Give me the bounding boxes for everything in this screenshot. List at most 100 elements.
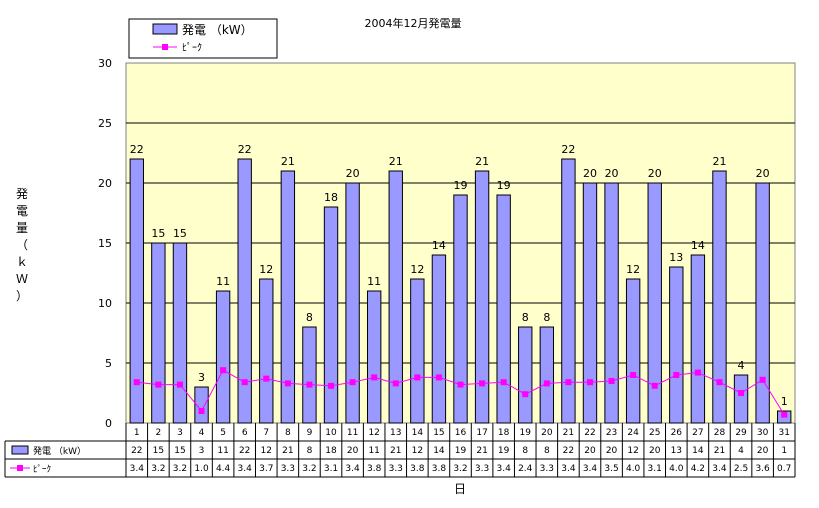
bar-data-label: 22 <box>130 143 144 156</box>
peak-marker <box>435 374 442 381</box>
bar-data-label: 12 <box>259 263 273 276</box>
x-tick-label: 25 <box>649 428 660 438</box>
table-cell-peak: 3.4 <box>130 464 145 474</box>
table-cell-power: 8 <box>522 446 528 456</box>
peak-marker <box>479 380 486 387</box>
x-tick-label: 10 <box>325 428 337 438</box>
peak-marker <box>500 379 507 386</box>
bar <box>431 254 447 424</box>
y-axis-label-char: 量 <box>16 221 28 235</box>
y-tick-label: 30 <box>98 57 112 70</box>
x-tick-label: 15 <box>433 428 444 438</box>
peak-marker <box>651 382 658 389</box>
bar <box>345 182 360 424</box>
table-cell-power: 21 <box>476 446 487 456</box>
table-cell-peak: 3.3 <box>475 464 489 474</box>
peak-marker <box>133 379 140 386</box>
table-cell-peak: 2.5 <box>734 464 748 474</box>
x-tick-label: 26 <box>671 428 683 438</box>
table-cell-peak: 3.2 <box>302 464 316 474</box>
peak-marker <box>349 379 356 386</box>
x-tick-label: 5 <box>220 428 226 438</box>
table-cell-peak: 3.1 <box>324 464 338 474</box>
table-key-marker <box>17 465 23 471</box>
bar <box>323 206 339 424</box>
bar <box>755 182 770 424</box>
peak-marker <box>738 390 745 396</box>
peak-marker <box>586 379 593 386</box>
peak-marker <box>371 374 378 381</box>
bar-data-label: 21 <box>712 155 726 168</box>
bar <box>151 242 166 424</box>
peak-marker <box>155 381 162 388</box>
table-cell-peak: 3.2 <box>151 464 165 474</box>
peak-marker <box>328 382 335 389</box>
bar-data-label: 22 <box>561 143 575 156</box>
bar <box>129 158 144 424</box>
chart-title: 2004年12月発電量 <box>365 16 462 30</box>
table-cell-power: 12 <box>261 446 272 456</box>
table-cell-power: 3 <box>199 446 205 456</box>
table-cell-peak: 3.3 <box>281 464 295 474</box>
table-cell-power: 19 <box>498 446 510 456</box>
table-cell-power: 15 <box>153 446 164 456</box>
bar <box>410 278 425 424</box>
peak-marker <box>565 379 572 386</box>
peak-marker <box>392 380 399 387</box>
bar-data-label: 8 <box>522 311 529 324</box>
bar-data-label: 14 <box>432 239 446 252</box>
table-cell-power: 18 <box>325 446 337 456</box>
table-header-power: 発電 （kW） <box>33 445 86 457</box>
table-cell-peak: 3.8 <box>367 464 382 474</box>
x-tick-label: 17 <box>476 428 487 438</box>
bar <box>712 170 727 424</box>
bar-data-label: 13 <box>669 251 683 264</box>
bar-data-label: 14 <box>691 239 705 252</box>
peak-marker <box>630 372 637 378</box>
bar <box>302 326 317 424</box>
table-cell-power: 21 <box>714 446 725 456</box>
x-axis-label: 日 <box>454 482 466 496</box>
x-tick-label: 13 <box>390 428 401 438</box>
x-tick-label: 22 <box>584 428 595 438</box>
bar <box>194 386 209 424</box>
table-cell-power: 12 <box>627 446 638 456</box>
peak-marker <box>608 378 615 384</box>
x-tick-label: 20 <box>541 428 553 438</box>
bar-data-label: 21 <box>281 155 295 168</box>
table-cell-peak: 3.3 <box>540 464 554 474</box>
peak-marker <box>543 380 550 387</box>
x-tick-label: 8 <box>285 428 291 438</box>
peak-marker <box>220 367 227 374</box>
bar <box>518 326 533 424</box>
bar <box>496 194 511 424</box>
x-tick-label: 27 <box>692 428 703 438</box>
x-tick-label: 21 <box>563 428 574 438</box>
table-cell-power: 21 <box>390 446 401 456</box>
bar-data-label: 3 <box>198 371 205 384</box>
bar-data-label: 20 <box>756 167 770 180</box>
table-cell-power: 22 <box>131 446 142 456</box>
bar-data-label: 15 <box>173 227 187 240</box>
peak-marker <box>673 372 680 378</box>
x-tick-label: 4 <box>199 428 205 438</box>
bar-data-label: 18 <box>324 191 338 204</box>
y-tick-label: 20 <box>98 177 112 190</box>
table-cell-peak: 3.4 <box>583 464 598 474</box>
table-cell-power: 20 <box>606 446 618 456</box>
bar <box>625 278 641 424</box>
bar <box>280 170 296 424</box>
bar <box>388 170 403 424</box>
table-cell-peak: 3.8 <box>432 464 447 474</box>
table-cell-power: 8 <box>544 446 550 456</box>
bar-data-label: 15 <box>151 227 165 240</box>
table-cell-peak: 3.7 <box>259 464 273 474</box>
peak-marker <box>306 381 313 388</box>
y-axis-label-char: ） <box>16 289 28 303</box>
x-tick-label: 11 <box>347 428 358 438</box>
bar <box>582 182 598 424</box>
peak-marker <box>414 374 421 381</box>
peak-marker <box>241 379 248 386</box>
table-cell-power: 22 <box>239 446 250 456</box>
table-cell-power: 14 <box>433 446 445 456</box>
